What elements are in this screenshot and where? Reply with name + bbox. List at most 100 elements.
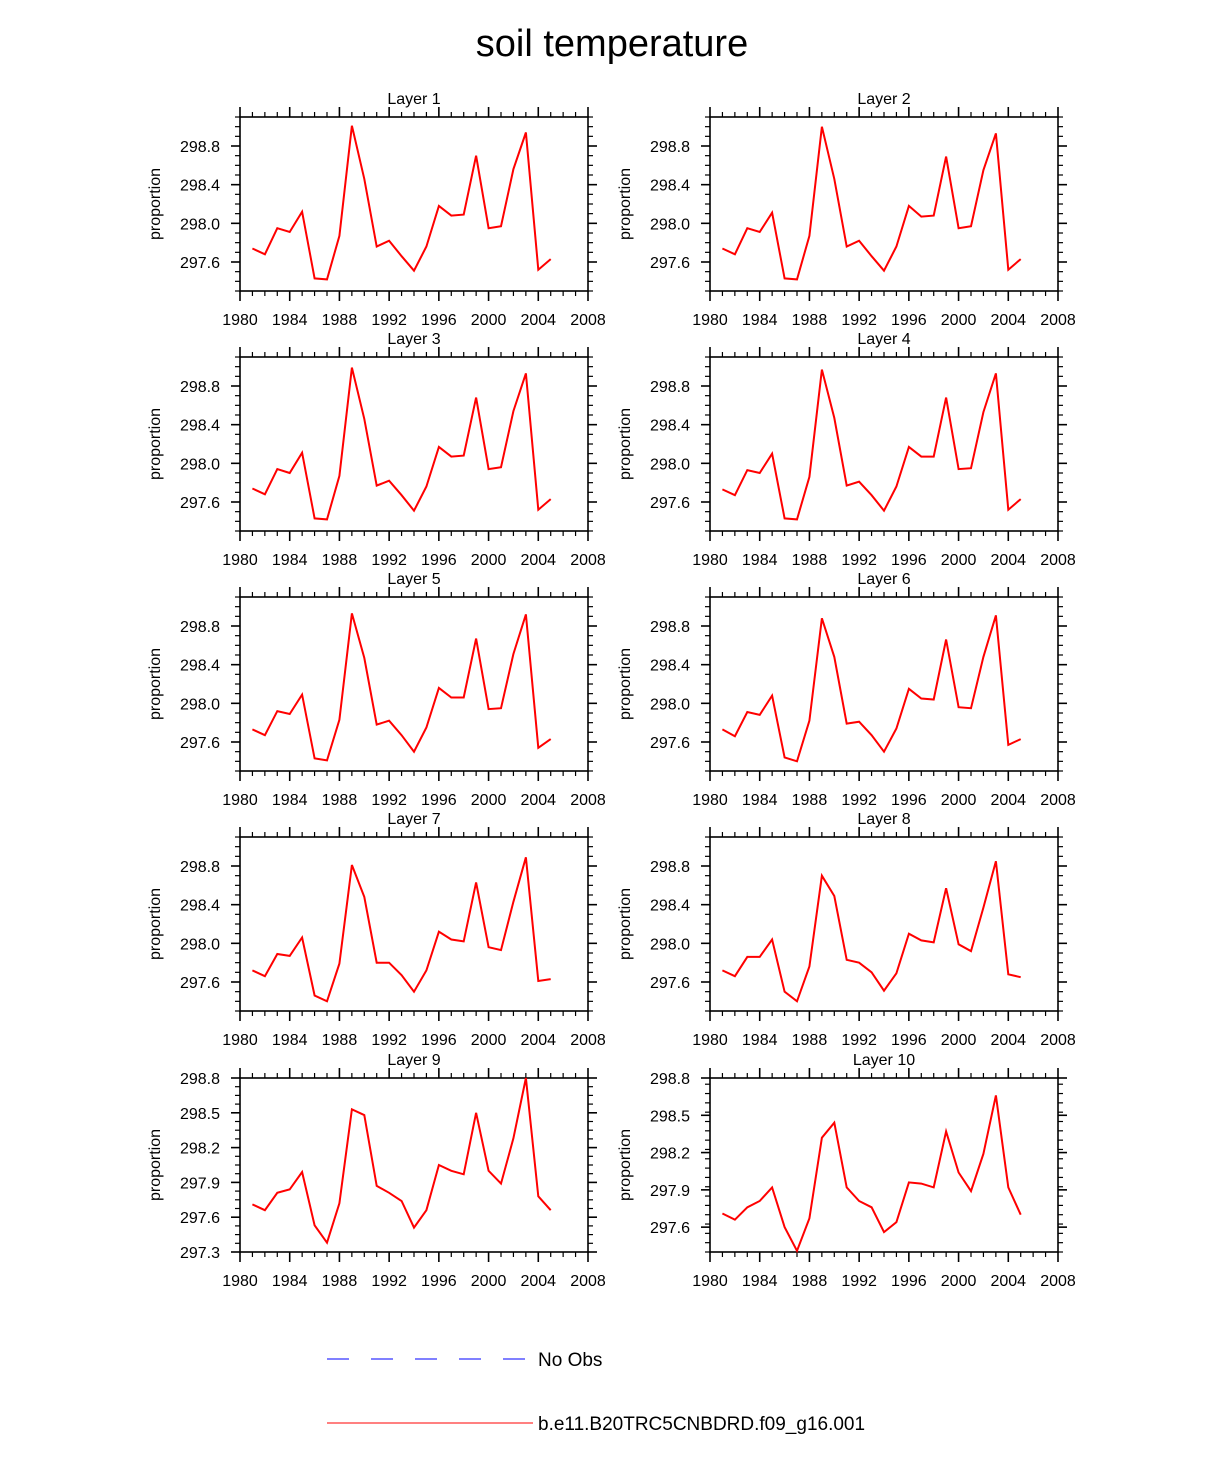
chart-panel-4: Layer 4 proportion 1980 1984 1988 1992 1996 200…: [617, 331, 1076, 569]
x-tick-label: 1988: [322, 792, 358, 809]
x-tick-label: 1984: [742, 312, 778, 329]
x-tick-label: 2008: [1040, 312, 1076, 329]
y-tick-label: 298.4: [180, 418, 220, 435]
x-tick-label: 2008: [1040, 1032, 1076, 1049]
y-tick-label: 298.8: [650, 859, 690, 876]
x-tick-label: 2000: [941, 1273, 977, 1290]
x-tick-label: 2008: [570, 1273, 606, 1290]
y-tick-label: 297.9: [180, 1175, 220, 1192]
x-tick-label: 1992: [841, 1273, 877, 1290]
x-tick-label: 2008: [570, 792, 606, 809]
x-tick-label: 1984: [272, 1273, 308, 1290]
plot-frame: [239, 356, 589, 532]
y-tick-label: 298.0: [180, 936, 220, 953]
y-tick-label: 297.6: [180, 1210, 220, 1227]
legend-label-model: b.e11.B20TRC5CNBDRD.f09_g16.001: [538, 1414, 865, 1435]
chart-panel-7: Layer 7 proportion 1980 1984 1988 1992 1996 200…: [147, 811, 606, 1049]
x-tick-label: 1980: [222, 1032, 258, 1049]
chart-panel-8: Layer 8 proportion 1980 1984 1988 1992 1996 200…: [617, 811, 1076, 1049]
y-tick-label: 297.6: [650, 495, 690, 512]
x-tick-label: 1984: [742, 1032, 778, 1049]
panels: Layer 1 proportion 1980 1984 1988 1992 1996 200…: [147, 91, 1076, 1290]
series-line: [721, 369, 1022, 521]
chart-panel-5: Layer 5 proportion 1980 1984 1988 1992 1996 200…: [147, 571, 606, 809]
y-tick-label: 297.6: [650, 735, 690, 752]
legend-label-no-obs: No Obs: [538, 1350, 602, 1371]
x-tick-label: 1980: [222, 1273, 258, 1290]
chart-panel-1: Layer 1 proportion 1980 1984 1988 1992 1996 200…: [147, 91, 606, 329]
series-line: [251, 125, 552, 281]
x-tick-label: 1992: [841, 552, 877, 569]
series-line: [721, 1095, 1022, 1254]
x-tick-label: 1980: [692, 792, 728, 809]
x-tick-label: 1996: [421, 1032, 457, 1049]
x-tick-label: 2008: [570, 312, 606, 329]
y-tick-label: 298.8: [650, 619, 690, 636]
plot-frame: [709, 836, 1059, 1012]
x-tick-label: 1988: [792, 792, 828, 809]
panel-title: Layer 4: [857, 331, 910, 348]
x-tick-label: 2000: [941, 552, 977, 569]
y-tick-label: 298.0: [650, 936, 690, 953]
panel-title: Layer 5: [387, 571, 440, 588]
y-axis-label: proportion: [147, 888, 164, 960]
x-tick-label: 1996: [421, 1273, 457, 1290]
x-tick-label: 1984: [742, 1273, 778, 1290]
x-tick-label: 1996: [891, 1273, 927, 1290]
x-tick-label: 1992: [371, 792, 407, 809]
x-tick-label: 2004: [520, 1032, 556, 1049]
x-tick-label: 1980: [692, 1273, 728, 1290]
y-tick-label: 298.8: [650, 1071, 690, 1088]
x-tick-label: 1996: [421, 552, 457, 569]
y-tick-label: 298.8: [180, 619, 220, 636]
series-line: [251, 1077, 552, 1245]
x-tick-label: 1988: [792, 312, 828, 329]
x-tick-label: 1988: [322, 312, 358, 329]
y-tick-label: 297.9: [650, 1183, 690, 1200]
x-tick-label: 1980: [692, 1032, 728, 1049]
y-tick-label: 297.6: [180, 975, 220, 992]
series-line: [721, 615, 1022, 763]
x-tick-label: 1992: [371, 312, 407, 329]
x-tick-label: 1996: [891, 1032, 927, 1049]
x-tick-label: 1980: [222, 792, 258, 809]
x-tick-label: 2004: [990, 1032, 1026, 1049]
x-tick-label: 1992: [371, 1032, 407, 1049]
x-tick-label: 2004: [520, 1273, 556, 1290]
panel-title: Layer 6: [857, 571, 910, 588]
y-tick-label: 298.0: [650, 456, 690, 473]
chart-panel-9: Layer 9 proportion 1980 1984 1988 1992 1996 200…: [147, 1052, 606, 1290]
y-axis-label: proportion: [617, 888, 634, 960]
x-tick-label: 2000: [941, 312, 977, 329]
y-axis-label: proportion: [617, 648, 634, 720]
y-tick-label: 298.8: [650, 139, 690, 156]
plot-frame: [709, 356, 1059, 532]
x-tick-label: 1996: [421, 792, 457, 809]
x-tick-label: 2008: [570, 1032, 606, 1049]
y-tick-label: 298.8: [180, 139, 220, 156]
y-tick-label: 297.6: [180, 495, 220, 512]
y-tick-label: 298.8: [180, 379, 220, 396]
y-tick-label: 297.6: [650, 1220, 690, 1237]
x-tick-label: 1988: [792, 1032, 828, 1049]
y-tick-label: 298.0: [650, 696, 690, 713]
panel-title: Layer 9: [387, 1052, 440, 1069]
x-tick-label: 2004: [990, 552, 1026, 569]
y-tick-label: 298.0: [650, 216, 690, 233]
figure-title: soil temperature: [476, 23, 748, 65]
x-tick-label: 1980: [222, 312, 258, 329]
y-tick-label: 298.4: [180, 658, 220, 675]
x-tick-label: 2008: [570, 552, 606, 569]
y-tick-label: 297.6: [180, 735, 220, 752]
plot-frame: [709, 596, 1059, 772]
x-tick-label: 1984: [272, 552, 308, 569]
y-tick-label: 298.2: [650, 1146, 690, 1163]
legend: No Obs b.e11.B20TRC5CNBDRD.f09_g16.001: [327, 1350, 865, 1435]
x-tick-label: 1996: [421, 312, 457, 329]
y-tick-label: 298.5: [180, 1106, 220, 1123]
y-axis-label: proportion: [147, 408, 164, 480]
panel-title: Layer 7: [387, 811, 440, 828]
y-tick-label: 297.6: [650, 255, 690, 272]
plot-frame: [239, 596, 589, 772]
